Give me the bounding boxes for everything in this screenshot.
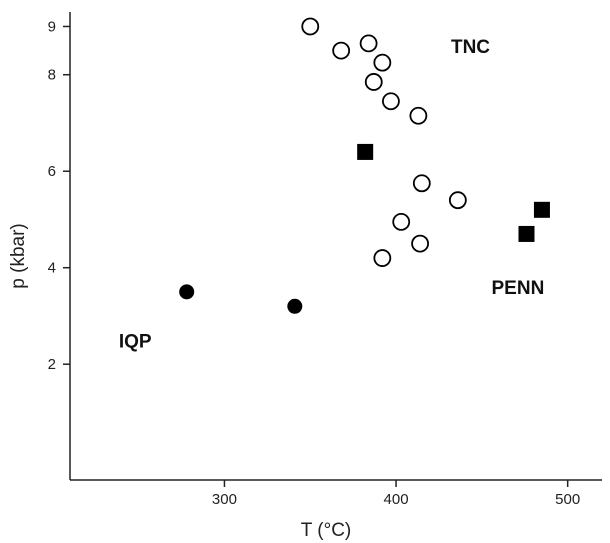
group-labels: TNC PENN IQP <box>119 37 544 352</box>
open-circle-point <box>373 249 392 267</box>
data-points <box>179 17 550 314</box>
x-tick-label: 400 <box>384 491 409 508</box>
open-circle-point <box>409 106 428 125</box>
x-tick-label: 300 <box>212 491 237 508</box>
y-tick-label: 4 <box>48 260 56 277</box>
axes <box>69 12 602 481</box>
filled-square-point <box>357 143 374 160</box>
group-label-tnc: TNC <box>451 37 490 58</box>
y-tick-label: 8 <box>48 67 56 84</box>
y-axis-title: p (kbar) <box>8 223 29 288</box>
filled-square-point <box>533 201 550 218</box>
open-circle-point <box>364 73 383 91</box>
y-tick-label: 6 <box>48 163 56 180</box>
open-circle-point <box>448 191 467 210</box>
open-circle-point <box>392 212 411 231</box>
open-circle-point <box>382 92 400 111</box>
group-label-penn: PENN <box>492 278 545 299</box>
y-tick-label: 9 <box>48 18 56 35</box>
y-tick-label: 2 <box>48 356 56 373</box>
filled-circle-point <box>179 284 195 300</box>
x-axis-ticks: 300 400 500 <box>212 480 580 508</box>
filled-square-point <box>518 225 535 242</box>
open-circle-point <box>412 174 431 193</box>
y-axis-ticks: 2 4 6 8 9 <box>48 18 70 373</box>
filled-circle-point <box>287 298 303 314</box>
open-circle-point <box>332 41 351 60</box>
open-circle-point <box>359 34 378 53</box>
x-axis-title: T (°C) <box>301 520 352 541</box>
x-tick-label: 500 <box>555 491 580 508</box>
open-circle-point <box>301 17 320 36</box>
open-circle-point <box>373 53 392 72</box>
open-circle-point <box>411 234 429 253</box>
group-label-iqp: IQP <box>119 331 152 352</box>
